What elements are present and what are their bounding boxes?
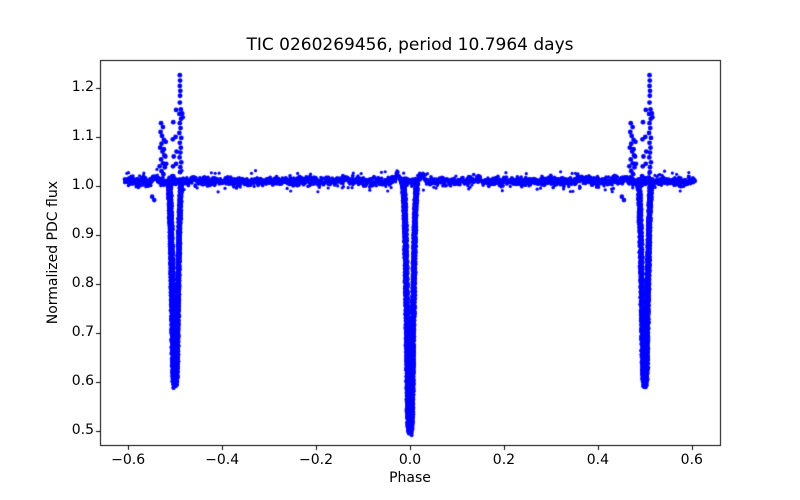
x-axis-label: Phase	[389, 470, 431, 486]
x-tick-label: 0.4	[586, 452, 609, 468]
y-tick-label: 0.7	[71, 324, 94, 341]
y-tick-label: 1.1	[71, 128, 94, 145]
y-tick-label: 0.6	[71, 373, 94, 390]
x-tick-label: 0.6	[680, 452, 703, 468]
y-tick-label: 0.9	[71, 226, 94, 243]
y-tick-label: 1.2	[71, 79, 94, 96]
x-tick-label: −0.2	[299, 452, 334, 468]
y-tick-label: 0.5	[71, 422, 94, 439]
x-tick-label: −0.6	[111, 452, 146, 468]
y-tick-label: 0.8	[71, 275, 94, 292]
y-axis-label: Normalized PDC flux	[45, 180, 61, 325]
x-tick-label: −0.4	[205, 452, 240, 468]
y-tick-label: 1.0	[71, 177, 94, 194]
x-tick-label: 0.2	[492, 452, 516, 468]
x-tick-label: 0.0	[398, 452, 422, 468]
